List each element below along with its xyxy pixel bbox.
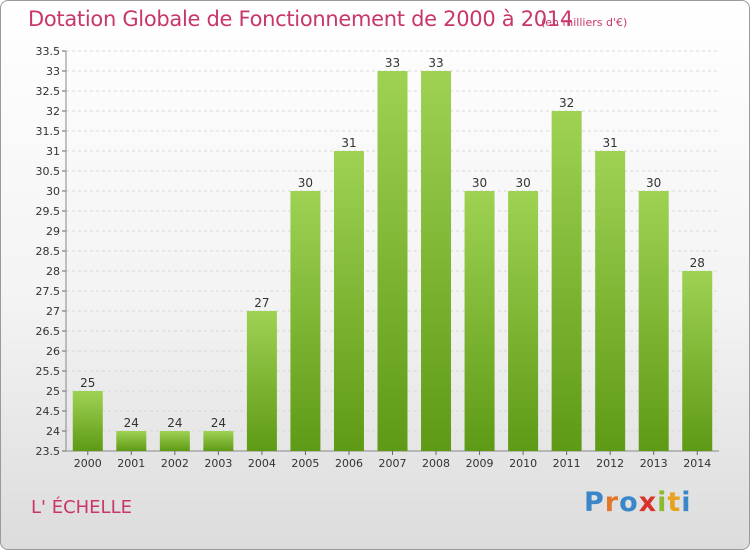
y-tick-label: 24 bbox=[46, 425, 60, 438]
data-label: 33 bbox=[428, 56, 443, 70]
logo-letter: x bbox=[638, 487, 658, 518]
x-tick-label: 2004 bbox=[248, 457, 276, 470]
y-tick-label: 26.5 bbox=[36, 325, 61, 338]
y-tick-label: 25 bbox=[46, 385, 60, 398]
bar bbox=[203, 431, 234, 451]
y-tick-label: 29 bbox=[46, 225, 60, 238]
bar bbox=[72, 391, 103, 451]
bar bbox=[246, 311, 277, 451]
bar bbox=[377, 71, 408, 451]
data-label: 28 bbox=[690, 256, 705, 270]
y-tick-label: 30.5 bbox=[36, 165, 61, 178]
y-tick-label: 26 bbox=[46, 345, 60, 358]
data-label: 31 bbox=[341, 136, 356, 150]
data-label: 30 bbox=[298, 176, 313, 190]
data-label: 24 bbox=[211, 416, 226, 430]
bars bbox=[72, 71, 713, 451]
proxiti-logo: Proxiti bbox=[584, 487, 692, 518]
logo-letter: t bbox=[667, 487, 682, 518]
x-tick-label: 2001 bbox=[117, 457, 145, 470]
x-tick-label: 2008 bbox=[422, 457, 450, 470]
x-tick-label: 2012 bbox=[596, 457, 624, 470]
bar bbox=[508, 191, 539, 451]
logo-letter: r bbox=[604, 487, 620, 518]
data-label: 33 bbox=[385, 56, 400, 70]
logo-letter: i bbox=[657, 487, 668, 518]
y-tick-label: 30 bbox=[46, 185, 60, 198]
data-label: 31 bbox=[603, 136, 618, 150]
y-tick-labels: 23.5 24 24.5 25 25.5 26 26.5 27 27.5 28 28.5 29 29.5… bbox=[36, 45, 61, 458]
y-tick-label: 27 bbox=[46, 305, 60, 318]
bar bbox=[116, 431, 147, 451]
logo-letter: o bbox=[619, 487, 639, 518]
bar bbox=[638, 191, 669, 451]
y-tick-label: 31 bbox=[46, 145, 60, 158]
data-label: 30 bbox=[472, 176, 487, 190]
bar bbox=[464, 191, 495, 451]
y-tick-label: 32.5 bbox=[36, 85, 61, 98]
logo-letter: i bbox=[681, 487, 692, 518]
bar bbox=[333, 151, 364, 451]
logo-letter: P bbox=[584, 487, 605, 518]
y-tick-label: 27.5 bbox=[36, 285, 61, 298]
x-tick-label: 2003 bbox=[204, 457, 232, 470]
x-tick-label: 2002 bbox=[161, 457, 189, 470]
commune-name: L' ÉCHELLE bbox=[31, 497, 132, 518]
y-tick-label: 31.5 bbox=[36, 125, 61, 138]
bar bbox=[159, 431, 190, 451]
bar-chart: 25 24 24 24 27 30 31 33 33 30 30 32 31 30 28 23.5 24 24.… bbox=[36, 45, 719, 470]
x-tick-label: 2000 bbox=[74, 457, 102, 470]
data-labels: 25 24 24 24 27 30 31 33 33 30 30 32 31 30 28 bbox=[80, 56, 705, 430]
y-tick-label: 33.5 bbox=[36, 45, 61, 58]
x-tick-label: 2007 bbox=[379, 457, 407, 470]
bar bbox=[290, 191, 321, 451]
chart-units: (en milliers d'€) bbox=[541, 16, 628, 29]
y-tick-label: 24.5 bbox=[36, 405, 61, 418]
x-tick-label: 2010 bbox=[509, 457, 537, 470]
x-tick-label: 2006 bbox=[335, 457, 363, 470]
x-tick-label: 2013 bbox=[640, 457, 668, 470]
y-tick-label: 28 bbox=[46, 265, 60, 278]
data-label: 30 bbox=[646, 176, 661, 190]
y-tick-label: 33 bbox=[46, 65, 60, 78]
bar bbox=[551, 111, 582, 451]
data-label: 24 bbox=[167, 416, 182, 430]
y-tick-label: 23.5 bbox=[36, 445, 61, 458]
y-tick-label: 29.5 bbox=[36, 205, 61, 218]
bar bbox=[595, 151, 626, 451]
data-label: 24 bbox=[124, 416, 139, 430]
x-tick-label: 2011 bbox=[553, 457, 581, 470]
data-label: 27 bbox=[254, 296, 269, 310]
y-tick-label: 28.5 bbox=[36, 245, 61, 258]
x-tick-label: 2009 bbox=[466, 457, 494, 470]
y-tick-label: 32 bbox=[46, 105, 60, 118]
bar bbox=[421, 71, 452, 451]
chart-title: Dotation Globale de Fonctionnement de 20… bbox=[28, 7, 573, 31]
x-tick-label: 2005 bbox=[291, 457, 319, 470]
data-label: 25 bbox=[80, 376, 95, 390]
y-tick-label: 25.5 bbox=[36, 365, 61, 378]
x-tick-labels: 2000 2001 2002 2003 2004 2005 2006 2007 2008 2009… bbox=[74, 457, 711, 470]
data-label: 32 bbox=[559, 96, 574, 110]
data-label: 30 bbox=[515, 176, 530, 190]
bar bbox=[682, 271, 713, 451]
x-tick-label: 2014 bbox=[683, 457, 711, 470]
